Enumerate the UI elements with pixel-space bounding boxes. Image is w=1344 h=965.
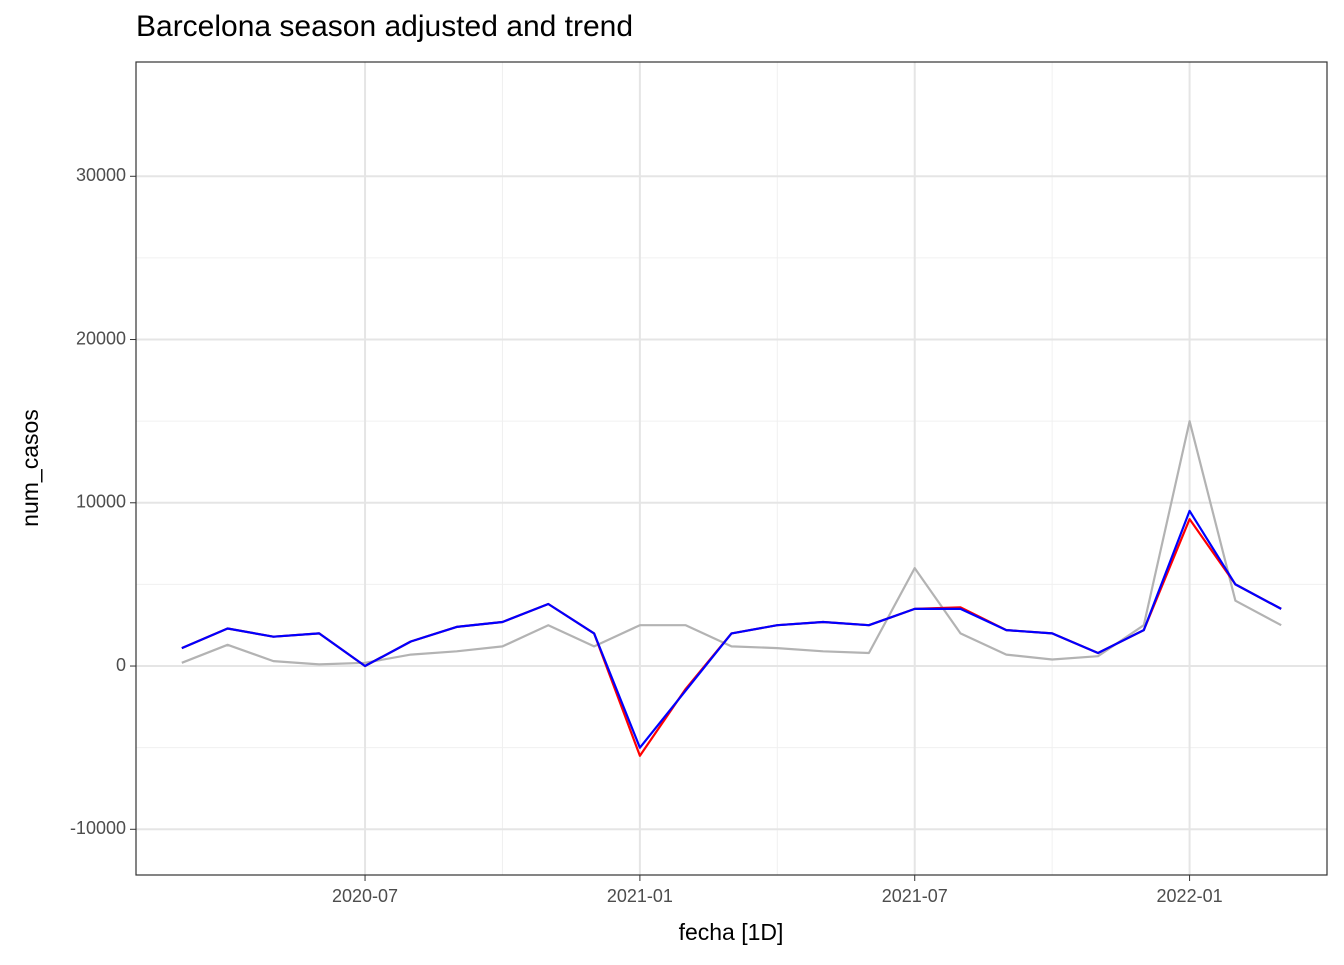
- series-line: [181, 518, 1282, 757]
- series-line: [181, 420, 1282, 666]
- y-tick-label: 10000: [76, 492, 126, 512]
- y-tick-label: 20000: [76, 328, 126, 348]
- y-tick-label: -10000: [70, 818, 126, 838]
- x-tick-label: 2022-01: [1157, 886, 1223, 906]
- x-tick-label: 2021-07: [882, 886, 948, 906]
- panel-border: [135, 61, 1328, 876]
- y-tick-label: 30000: [76, 165, 126, 185]
- x-tick-label: 2021-01: [607, 886, 673, 906]
- y-tick-label: 0: [116, 655, 126, 675]
- x-tick-label: 2020-07: [332, 886, 398, 906]
- chart-title: Barcelona season adjusted and trend: [136, 10, 633, 43]
- x-axis-title: fecha [1D]: [679, 919, 784, 945]
- y-axis-title: num_casos: [17, 409, 43, 527]
- series-line: [181, 509, 1282, 749]
